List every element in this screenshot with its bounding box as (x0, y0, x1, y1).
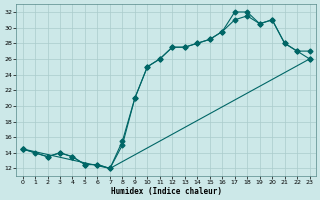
X-axis label: Humidex (Indice chaleur): Humidex (Indice chaleur) (111, 187, 221, 196)
